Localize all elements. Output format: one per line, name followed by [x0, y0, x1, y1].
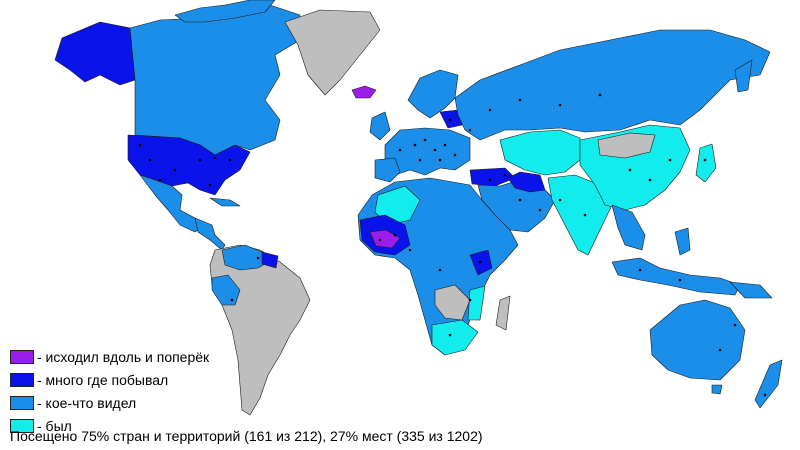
india-south-asia — [547, 174, 613, 256]
central-asia — [499, 129, 581, 176]
southeast-asia — [611, 204, 646, 251]
new-zealand — [754, 359, 783, 409]
map-legend: - исходил вдоль и поперёк - много где по… — [10, 345, 209, 437]
legend-swatch — [10, 418, 34, 433]
sahara-been — [374, 185, 421, 226]
tasmania — [711, 384, 723, 395]
russia — [454, 29, 771, 141]
legend-item-been: - был — [10, 414, 209, 437]
kamchatka — [734, 59, 753, 93]
west-africa-crossed — [369, 229, 401, 249]
legend-label: - кое-что видел — [37, 394, 137, 411]
guyana — [261, 251, 279, 269]
legend-swatch — [10, 395, 34, 410]
visited-place-dots — [138, 93, 767, 397]
peru — [211, 274, 241, 306]
legend-swatch — [10, 372, 34, 387]
legend-label: - был — [37, 417, 72, 434]
japan — [695, 143, 717, 183]
central-america — [194, 217, 226, 251]
legend-swatch — [10, 349, 34, 364]
legend-item-crossed: - исходил вдоль и поперёк — [10, 345, 209, 368]
mozambique-been — [467, 285, 486, 321]
madagascar — [495, 295, 511, 331]
uk-ireland — [369, 111, 391, 141]
indonesia — [611, 257, 741, 296]
baltics-belarus — [439, 109, 463, 129]
south-america-unvisited — [209, 244, 311, 416]
iberia — [374, 157, 401, 183]
cuba — [209, 197, 241, 207]
south-africa — [431, 319, 479, 356]
legend-item-many: - много где побывал — [10, 368, 209, 391]
legend-item-some: - кое-что видел — [10, 391, 209, 414]
mongolia — [597, 132, 656, 159]
turkey — [469, 167, 516, 187]
alaska — [54, 21, 136, 86]
new-guinea — [729, 281, 773, 299]
iceland — [351, 85, 377, 99]
legend-label: - много где побывал — [37, 371, 169, 388]
iran-caspian — [507, 171, 546, 193]
visit-summary: Посещено 75% стран и территорий (161 из … — [10, 428, 483, 444]
philippines — [674, 227, 691, 256]
legend-label: - исходил вдоль и поперёк — [37, 348, 210, 365]
canada — [129, 4, 301, 156]
australia — [649, 299, 746, 381]
canadian-arctic-islands — [174, 0, 276, 23]
greenland — [284, 9, 381, 96]
